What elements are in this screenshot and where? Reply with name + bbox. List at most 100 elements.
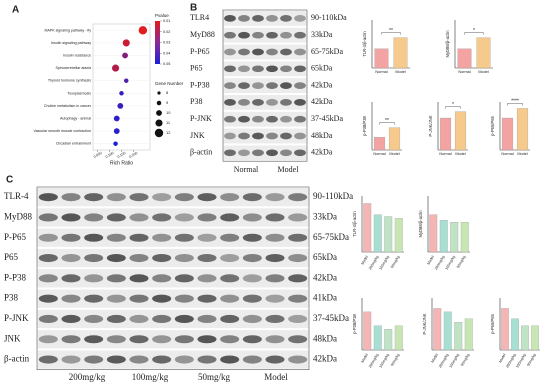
- band: [294, 82, 306, 89]
- band: [152, 294, 172, 303]
- y-axis-label: MyD88/β-actin: [418, 210, 423, 238]
- bar: [521, 325, 529, 351]
- band: [152, 314, 172, 324]
- band: [197, 335, 217, 344]
- y-category-label: Thyroid hormone synthesis: [48, 79, 91, 83]
- band: [174, 335, 194, 344]
- size-key: [157, 91, 161, 95]
- bar: [373, 137, 386, 151]
- y-axis-label: TLR-4/β-actin: [352, 211, 357, 237]
- blot-row-label: P-JNK: [190, 114, 212, 123]
- band: [220, 314, 240, 324]
- x-category-label: Normal: [439, 152, 451, 156]
- panel-label: A: [12, 5, 19, 16]
- legend-title: Pvalue: [155, 13, 169, 18]
- band: [38, 193, 58, 202]
- blot-kda: 42kDa: [311, 97, 333, 106]
- x-category-label: 200mg/kg: [368, 353, 379, 369]
- band: [288, 253, 308, 263]
- band: [266, 149, 278, 157]
- blot-kda: 90-110kDa: [311, 13, 347, 22]
- band: [129, 355, 149, 364]
- bar: [384, 216, 393, 253]
- band: [197, 193, 217, 202]
- band: [61, 314, 81, 324]
- band: [288, 274, 308, 283]
- band: [38, 294, 58, 303]
- band: [238, 15, 250, 22]
- blot-kda: 42kDa: [311, 80, 333, 89]
- x-category-label: 100mg/kg: [515, 353, 526, 369]
- band: [84, 294, 104, 303]
- blot-row-label: β-actin: [190, 148, 212, 157]
- dot: [124, 78, 129, 83]
- band: [106, 253, 126, 263]
- band: [152, 193, 172, 202]
- band: [152, 213, 172, 222]
- band: [238, 99, 250, 106]
- band: [224, 115, 236, 123]
- dot: [113, 115, 120, 122]
- blot-kda: 65-75kDa: [313, 232, 349, 242]
- blot-kda: 33kDa: [311, 30, 333, 39]
- band: [224, 48, 236, 56]
- y-category-label: MAPK signaling pathway - fly: [44, 28, 91, 32]
- size-key-label: 9: [166, 100, 169, 105]
- band: [265, 213, 285, 222]
- blot-row-label: P38: [4, 293, 19, 303]
- band: [238, 31, 250, 39]
- band: [84, 193, 104, 202]
- group-label: 50mg/kg: [198, 372, 231, 382]
- y-category-label: Autophagy - animal: [60, 116, 91, 120]
- y-category-label: Choline metabolism in cancer: [44, 104, 92, 108]
- bar: [433, 308, 442, 351]
- colorbar-tick-label: 0.03: [163, 41, 170, 45]
- band: [38, 314, 58, 324]
- band: [129, 294, 149, 303]
- bar: [460, 221, 469, 253]
- band: [265, 335, 285, 344]
- blot-row-label: β-actin: [4, 354, 30, 364]
- significance-bracket: [379, 122, 395, 125]
- size-key-label: 12: [166, 130, 171, 135]
- band: [266, 99, 278, 106]
- blot-row-label: P-P38: [190, 80, 210, 89]
- band: [84, 335, 104, 344]
- size-key: [156, 100, 162, 106]
- band: [106, 274, 126, 283]
- blot-strip: [223, 27, 307, 43]
- band: [294, 115, 306, 123]
- band: [197, 213, 217, 222]
- band: [38, 335, 58, 344]
- band: [266, 48, 278, 56]
- band: [224, 149, 236, 157]
- band: [174, 314, 194, 324]
- band: [242, 193, 262, 202]
- blot-kda: 42kDa: [313, 272, 337, 282]
- x-category-label: Model: [517, 152, 527, 156]
- bar: [388, 127, 401, 151]
- dot: [113, 128, 120, 135]
- band: [220, 294, 240, 303]
- blot-row-label: P-P65: [190, 47, 210, 56]
- x-category-label: 50mg/kg: [390, 353, 400, 367]
- band: [224, 99, 236, 106]
- plot-frame: [92, 23, 151, 151]
- y-category-label: Insulin resistance: [63, 53, 91, 57]
- y-category-label: Vascular smooth muscle contraction: [34, 129, 91, 133]
- band: [242, 233, 262, 242]
- y-axis-label: MyD88/β-actin: [445, 30, 450, 58]
- band: [242, 294, 262, 303]
- band: [197, 294, 217, 303]
- band: [288, 294, 308, 303]
- bar: [454, 322, 463, 351]
- band: [106, 294, 126, 303]
- band: [224, 15, 236, 22]
- band: [220, 213, 240, 222]
- band: [265, 274, 285, 283]
- band: [197, 314, 217, 324]
- blot-strip: [37, 309, 309, 329]
- group-label: Model: [264, 372, 288, 382]
- y-category-label: Spinocerebellar ataxia: [55, 66, 91, 70]
- band: [280, 48, 292, 56]
